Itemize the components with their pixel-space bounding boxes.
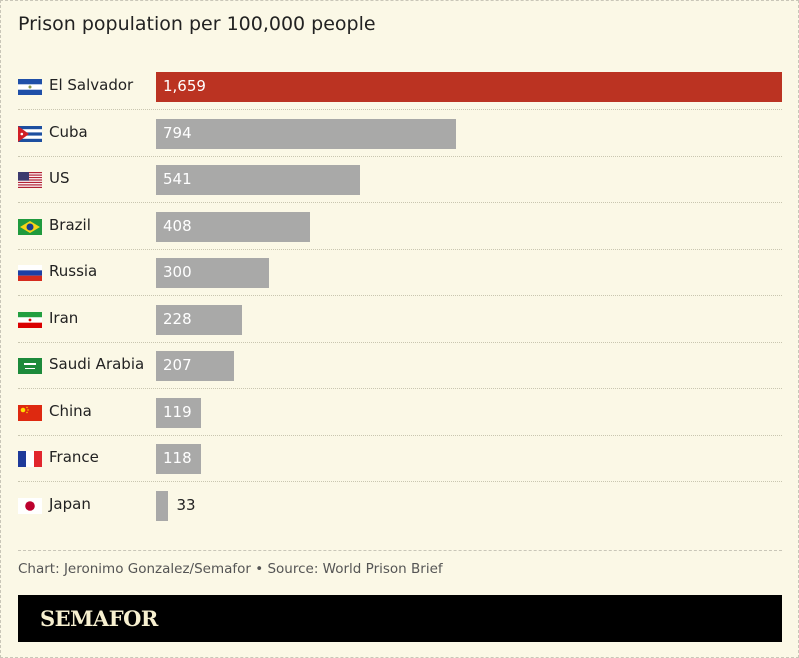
row-separator <box>18 481 782 482</box>
bar <box>156 444 201 474</box>
bar <box>156 490 169 521</box>
cuba-flag-icon <box>18 125 42 142</box>
bar-row: China 119 <box>18 396 782 442</box>
semafor-logo: SEMAFOR <box>40 606 158 631</box>
category-label: China <box>49 401 92 420</box>
category-label: Cuba <box>49 122 88 141</box>
saudi-arabia-flag-icon <box>18 358 42 374</box>
value-label: 228 <box>163 309 192 328</box>
divider <box>18 550 782 551</box>
category-label: Brazil <box>49 215 91 234</box>
value-label: 33 <box>176 495 196 514</box>
bar <box>156 72 782 102</box>
bar-row: Japan 33 <box>18 489 782 535</box>
el-salvador-flag-icon <box>18 79 42 95</box>
bar-row: El Salvador 1,659 <box>18 70 782 116</box>
value-label: 300 <box>163 263 192 281</box>
category-label: Russia <box>49 262 98 280</box>
row-separator <box>18 434 782 436</box>
bar-row: Russia 300 <box>18 256 782 302</box>
category-label: US <box>49 169 70 187</box>
category-label: Saudi Arabia <box>49 355 145 373</box>
value-label: 119 <box>163 402 192 421</box>
category-label: El Salvador <box>49 76 134 94</box>
bar-row: Saudi Arabia 207 <box>18 349 782 395</box>
bar-row: US 541 <box>18 163 782 209</box>
bar <box>156 258 270 288</box>
category-label: Iran <box>49 308 79 327</box>
row-separator <box>18 388 782 389</box>
russia-flag-icon <box>18 265 42 281</box>
china-flag-icon <box>18 404 42 421</box>
bar <box>156 304 243 335</box>
us-flag-icon <box>18 172 42 188</box>
value-label: 207 <box>163 356 192 374</box>
row-separator <box>18 202 782 203</box>
chart-credit: Chart: Jeronimo Gonzalez/Semafor • Sourc… <box>18 561 443 577</box>
bar-row: Cuba 794 <box>18 117 782 163</box>
bar-row: France 118 <box>18 442 782 488</box>
value-label: 408 <box>163 216 192 235</box>
france-flag-icon <box>18 451 42 467</box>
brazil-flag-icon <box>18 218 42 235</box>
value-label: 794 <box>163 123 192 142</box>
row-separator <box>18 155 782 157</box>
row-separator <box>18 109 782 110</box>
bar <box>156 211 310 242</box>
value-label: 118 <box>163 449 192 467</box>
bar <box>156 397 201 428</box>
bar-row: Iran 228 <box>18 303 782 349</box>
semafor-logo-banner: SEMAFOR <box>18 595 782 642</box>
row-separator <box>18 341 782 343</box>
row-separator <box>18 295 782 296</box>
value-label: 1,659 <box>163 77 206 95</box>
category-label: Japan <box>49 494 91 513</box>
chart-title: Prison population per 100,000 people <box>18 13 376 35</box>
row-separator <box>18 248 782 250</box>
iran-flag-icon <box>18 311 42 328</box>
category-label: France <box>49 448 99 466</box>
bar <box>156 118 456 149</box>
japan-flag-icon <box>18 497 42 514</box>
bar <box>156 165 361 195</box>
bar-row: Brazil 408 <box>18 210 782 256</box>
value-label: 541 <box>163 170 192 188</box>
bar <box>156 351 235 381</box>
